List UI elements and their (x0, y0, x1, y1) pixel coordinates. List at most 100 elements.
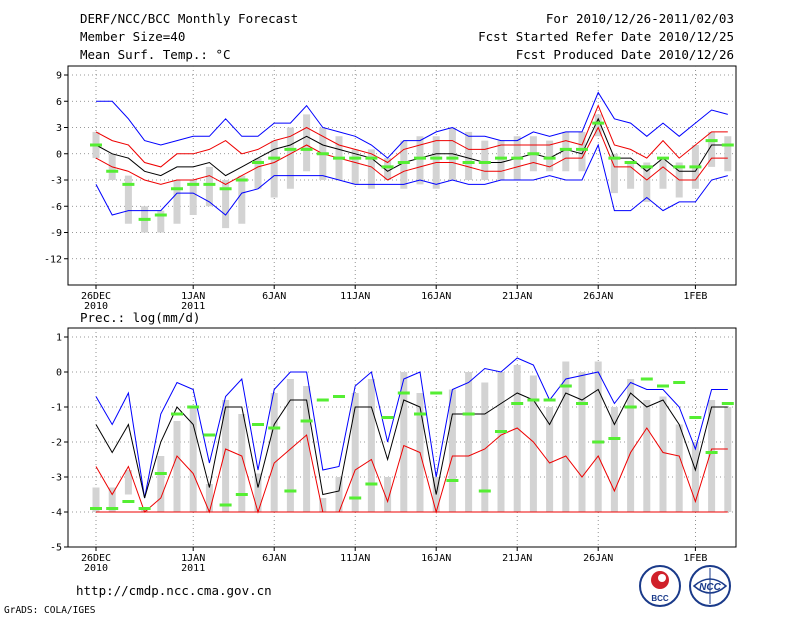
ensemble-box (610, 153, 618, 194)
y-tick-label: -6 (50, 202, 62, 213)
ensemble-box (367, 149, 375, 189)
series-mean-sd (95, 427, 728, 514)
median-marker (608, 156, 621, 160)
median-marker (397, 161, 410, 164)
ensemble-box (724, 407, 732, 512)
precipitation-y-axis: 1 0 -1 -2 -3 -4 -5 (50, 333, 68, 554)
median-marker (90, 143, 102, 147)
median-marker (268, 426, 281, 430)
ensemble-box (157, 210, 165, 233)
median-marker (316, 152, 329, 156)
series-maximum (95, 357, 728, 499)
median-marker (268, 156, 281, 160)
temperature-plot-frame (67, 65, 737, 286)
ncc-logo: NCC (689, 565, 731, 607)
median-marker (446, 156, 459, 160)
ensemble-box (691, 442, 699, 512)
x-tick-label: 6JAN (262, 553, 286, 564)
median-marker (608, 437, 621, 440)
median-marker (414, 156, 426, 160)
median-marker (705, 139, 718, 143)
member-size: Member Size=40 (80, 29, 186, 44)
ensemble-box (124, 470, 132, 495)
median-marker (511, 402, 524, 405)
ensemble-box (416, 136, 424, 185)
median-marker (495, 430, 507, 433)
median-marker (576, 402, 588, 405)
median-marker (543, 398, 556, 402)
median-marker (106, 169, 119, 173)
median-marker (592, 440, 605, 444)
ncc-logo-text: NCC (699, 582, 721, 593)
median-marker (187, 405, 200, 409)
ensemble-box (659, 158, 667, 189)
precipitation-medians (90, 377, 734, 510)
ensemble-box (675, 424, 683, 512)
median-marker (689, 165, 702, 169)
median-marker (478, 161, 491, 164)
median-marker (106, 507, 119, 510)
y-tick-label: 3 (56, 123, 62, 134)
ncc-logo-globe (692, 578, 728, 594)
median-marker (349, 496, 362, 500)
ensemble-box (351, 149, 359, 185)
ensemble-box (303, 386, 311, 512)
median-marker (624, 161, 637, 164)
y-tick-label: -5 (50, 543, 62, 554)
x-tick-year: 2011 (181, 301, 205, 312)
ensemble-box (659, 396, 667, 512)
ensemble-box (238, 414, 246, 512)
ensemble-box (92, 487, 100, 512)
median-marker (203, 182, 216, 186)
median-marker (495, 156, 507, 160)
ensemble-box (286, 379, 294, 512)
median-marker (154, 213, 167, 217)
x-tick-year: 2011 (181, 563, 205, 574)
series-maximum (96, 91, 728, 159)
precipitation-lines (95, 357, 728, 514)
x-tick-label: 1FEB (683, 553, 707, 564)
bcc-logo-text: BCC (651, 594, 669, 603)
median-marker (171, 412, 183, 416)
x-tick-label: 26JAN (583, 553, 613, 564)
ensemble-box (481, 140, 489, 180)
y-tick-label: 6 (56, 97, 62, 108)
x-tick-label: 16JAN (421, 553, 451, 564)
ensemble-box (319, 498, 327, 512)
ensemble-box (270, 140, 278, 198)
median-marker (462, 161, 475, 164)
median-marker (138, 217, 151, 221)
ensemble-box (367, 379, 375, 512)
ensemble-box (448, 389, 456, 512)
median-marker (349, 156, 362, 160)
ensemble-box (205, 166, 213, 207)
median-marker (705, 451, 718, 454)
ensemble-box (108, 487, 116, 512)
median-marker (235, 178, 248, 182)
median-marker (187, 182, 200, 186)
ensemble-box (546, 140, 554, 172)
ensemble-box (708, 131, 716, 167)
ensemble-box (189, 180, 197, 215)
ensemble-box (205, 484, 213, 512)
median-marker (640, 377, 653, 381)
ensemble-box (562, 131, 570, 172)
median-marker (397, 391, 410, 395)
ensemble-box (173, 180, 181, 224)
ensemble-box (546, 407, 554, 512)
median-marker (316, 398, 329, 402)
median-marker (430, 156, 443, 160)
y-tick-label: 0 (56, 368, 62, 379)
median-marker (543, 156, 556, 160)
source-url[interactable]: http://cmdp.ncc.cma.gov.cn (76, 583, 272, 598)
ensemble-box (384, 477, 392, 512)
y-tick-label: 1 (56, 333, 62, 344)
y-tick-label: -4 (50, 508, 62, 519)
median-marker (365, 156, 378, 160)
median-marker (219, 187, 232, 191)
median-marker (300, 419, 313, 423)
median-marker (430, 391, 443, 395)
median-marker (154, 472, 167, 475)
